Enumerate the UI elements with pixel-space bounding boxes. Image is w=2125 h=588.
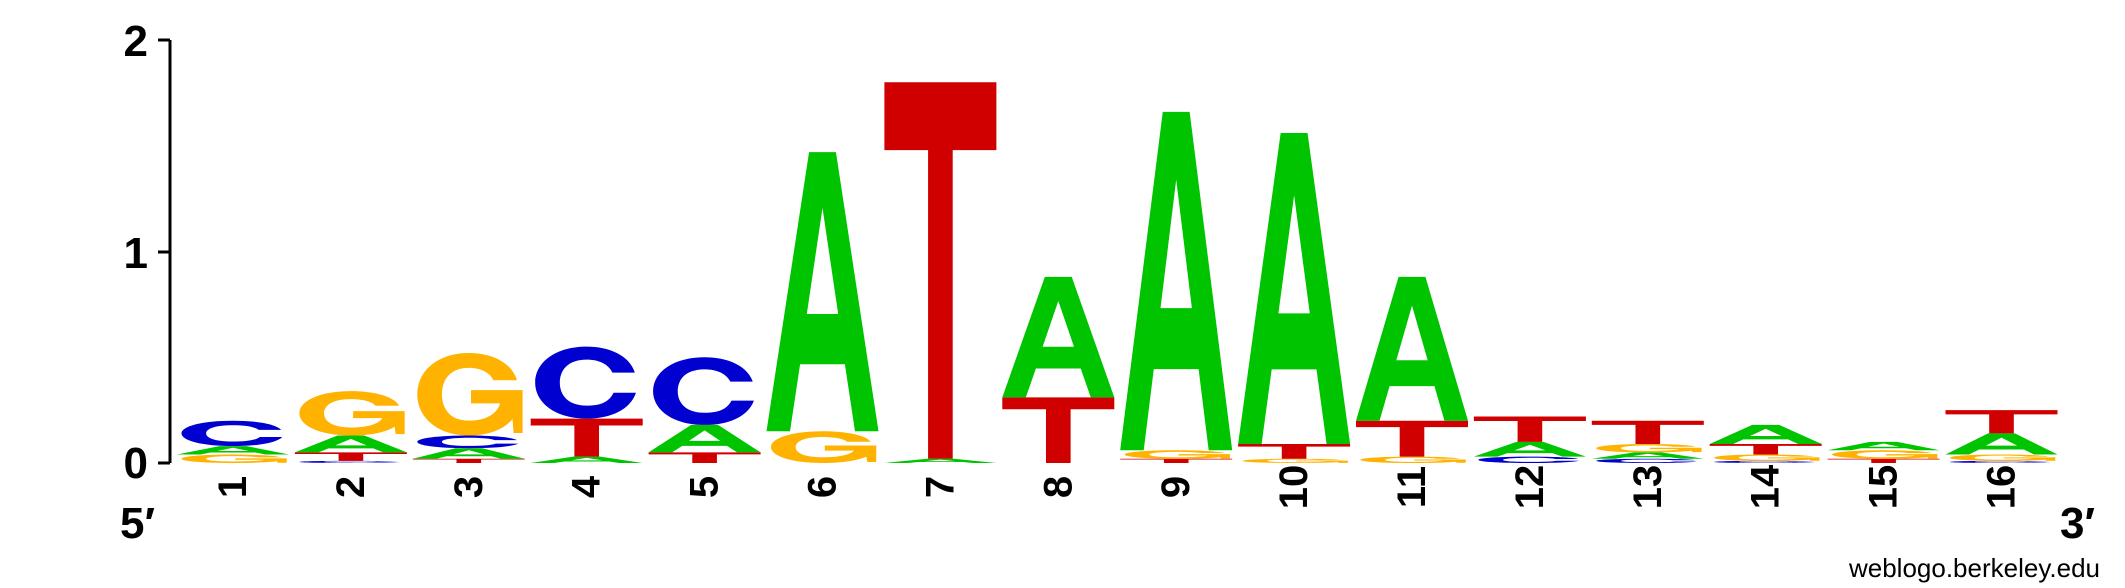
footer-credit: weblogo.berkeley.edu — [1848, 553, 2100, 583]
logo-letter-c-pos-12 — [1478, 456, 1580, 463]
x-tick-label: 13 — [1626, 465, 1670, 510]
logo-letter-t-pos-2 — [294, 452, 407, 461]
logo-letter-a-pos-6 — [766, 152, 879, 432]
logo-letter-g-pos-1 — [181, 454, 287, 463]
x-axis-labels: 1 2 3 4 5 6 7 8 9 10 11 12 13 14 15 16 — [211, 464, 2024, 509]
logo-letter-c-pos-4 — [535, 346, 636, 419]
logo-letter-c-pos-3 — [417, 435, 519, 449]
x-tick-label: 8 — [1036, 476, 1080, 498]
x-tick-label: 5 — [683, 476, 727, 498]
logo-letter-c-pos-14 — [1714, 460, 1815, 463]
logo-letter-a-pos-4 — [530, 456, 643, 463]
logo-letter-a-pos-7 — [884, 458, 997, 463]
logo-letter-t-pos-13 — [1591, 420, 1704, 444]
y-axis: 0 1 2 — [124, 17, 172, 488]
x-tick-label: 6 — [801, 476, 845, 498]
x-tick-label: 4 — [565, 475, 609, 498]
letter-stacks — [177, 82, 2058, 463]
logo-letter-c-pos-1 — [181, 420, 283, 447]
logo-letter-a-pos-11 — [1356, 276, 1468, 421]
x-tick-label: 2 — [329, 476, 373, 498]
logo-letter-a-pos-15 — [1827, 441, 1940, 451]
logo-letter-t-pos-3 — [412, 458, 525, 463]
logo-letter-g-pos-15 — [1832, 450, 1938, 459]
logo-letter-t-pos-10 — [1238, 443, 1351, 459]
logo-letter-t-pos-11 — [1356, 420, 1468, 457]
logo-letter-c-pos-2 — [299, 460, 401, 463]
logo-letter-a-pos-1 — [177, 446, 289, 455]
logo-letter-t-pos-12 — [1473, 416, 1586, 442]
logo-letter-g-pos-6 — [770, 431, 877, 463]
x-tick-label: 12 — [1508, 465, 1552, 510]
logo-letter-t-pos-8 — [1002, 397, 1115, 463]
x-tick-label: 3 — [447, 476, 491, 498]
logo-letter-a-pos-16 — [1945, 433, 2058, 455]
logo-letter-t-pos-4 — [530, 418, 643, 457]
logo-letter-t-pos-15 — [1827, 458, 1940, 463]
logo-letter-g-pos-9 — [1124, 450, 1230, 459]
logo-letter-c-pos-16 — [1949, 460, 2051, 463]
logo-letter-t-pos-14 — [1709, 443, 1822, 455]
logo-letter-a-pos-3 — [412, 448, 525, 459]
logo-letter-a-pos-14 — [1709, 424, 1822, 444]
logo-letter-g-pos-11 — [1360, 456, 1466, 463]
logo-letter-c-pos-13 — [1596, 458, 1698, 463]
x-tick-label: 14 — [1744, 464, 1788, 509]
logo-letter-a-pos-12 — [1473, 441, 1586, 457]
logo-letter-t-pos-9 — [1120, 458, 1233, 463]
x-tick-label: 10 — [1272, 465, 1316, 510]
x-tick-label: 7 — [918, 476, 962, 498]
five-prime-label: 5′ — [120, 499, 155, 548]
logo-letter-g-pos-2 — [299, 391, 405, 436]
y-tick-label: 2 — [124, 17, 148, 66]
x-tick-label: 15 — [1862, 465, 1906, 510]
x-tick-label: 1 — [211, 476, 255, 498]
logo-letter-t-pos-7 — [884, 82, 997, 459]
x-tick-label: 16 — [1980, 465, 2024, 510]
x-tick-label: 9 — [1154, 476, 1198, 498]
y-tick-label: 1 — [124, 229, 148, 278]
logo-letter-t-pos-5 — [648, 452, 761, 463]
x-tick-label: 11 — [1390, 466, 1434, 508]
logo-letter-g-pos-3 — [417, 353, 523, 436]
logo-letter-g-pos-10 — [1242, 458, 1348, 463]
logo-letter-g-pos-14 — [1714, 454, 1820, 461]
logo-letter-a-pos-10 — [1238, 133, 1351, 444]
logo-letter-a-pos-13 — [1591, 452, 1704, 459]
logo-letter-c-pos-5 — [653, 357, 754, 425]
logo-letter-g-pos-16 — [1949, 454, 2056, 461]
y-tick-label: 0 — [124, 439, 148, 488]
logo-letter-g-pos-13 — [1596, 443, 1702, 453]
logo-letter-a-pos-9 — [1120, 111, 1233, 451]
logo-letter-a-pos-8 — [1002, 276, 1115, 398]
logo-letter-t-pos-16 — [1945, 410, 2058, 434]
logo-letter-a-pos-2 — [294, 435, 407, 453]
three-prime-label: 3′ — [2060, 499, 2095, 548]
logo-letter-a-pos-5 — [648, 424, 761, 453]
